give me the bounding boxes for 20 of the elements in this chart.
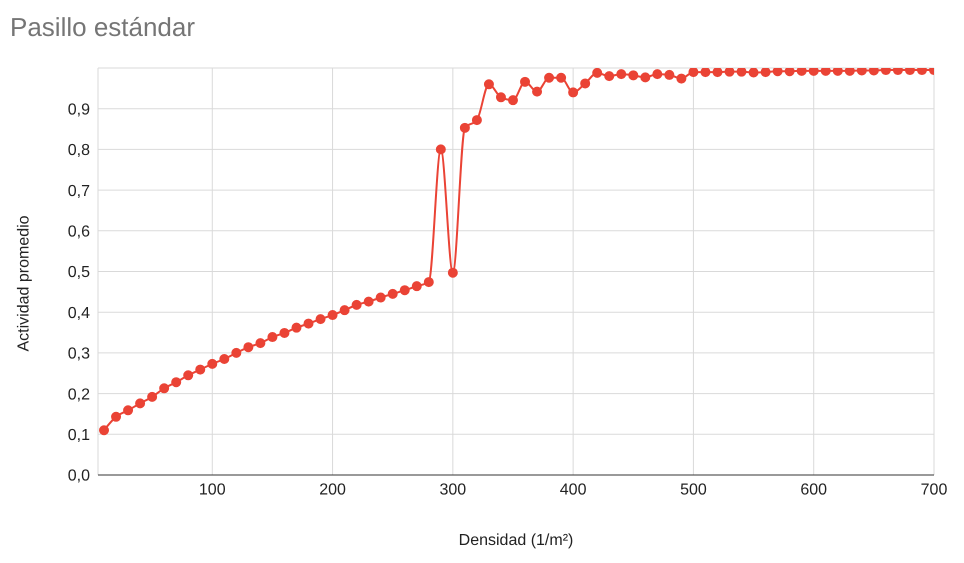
chart-title: Pasillo estándar <box>10 12 195 43</box>
x-tick-label: 200 <box>319 481 346 498</box>
x-axis-title: Densidad (1/m²) <box>458 532 574 549</box>
x-tick-label: 300 <box>439 481 466 498</box>
x-tick-label: 700 <box>920 481 948 498</box>
y-tick-label: 0,0 <box>68 468 90 485</box>
y-tick-label: 0,7 <box>68 182 90 200</box>
y-tick-label: 0,2 <box>68 386 90 404</box>
y-tick-label: 0,9 <box>68 101 90 118</box>
y-tick-label: 0,5 <box>68 264 90 282</box>
x-tick-label: 100 <box>198 481 226 498</box>
y-axis-title: Actividad promedio <box>16 215 33 352</box>
x-tick-label: 500 <box>680 481 707 498</box>
x-tick-label: 600 <box>800 481 828 498</box>
x-tick-label: 400 <box>560 481 587 498</box>
y-tick-label: 0,6 <box>68 223 90 240</box>
y-tick-label: 0,8 <box>68 142 90 160</box>
y-tick-label: 0,1 <box>68 426 90 444</box>
y-tick-label: 0,4 <box>68 304 90 322</box>
y-tick-label: 0,3 <box>68 346 90 363</box>
